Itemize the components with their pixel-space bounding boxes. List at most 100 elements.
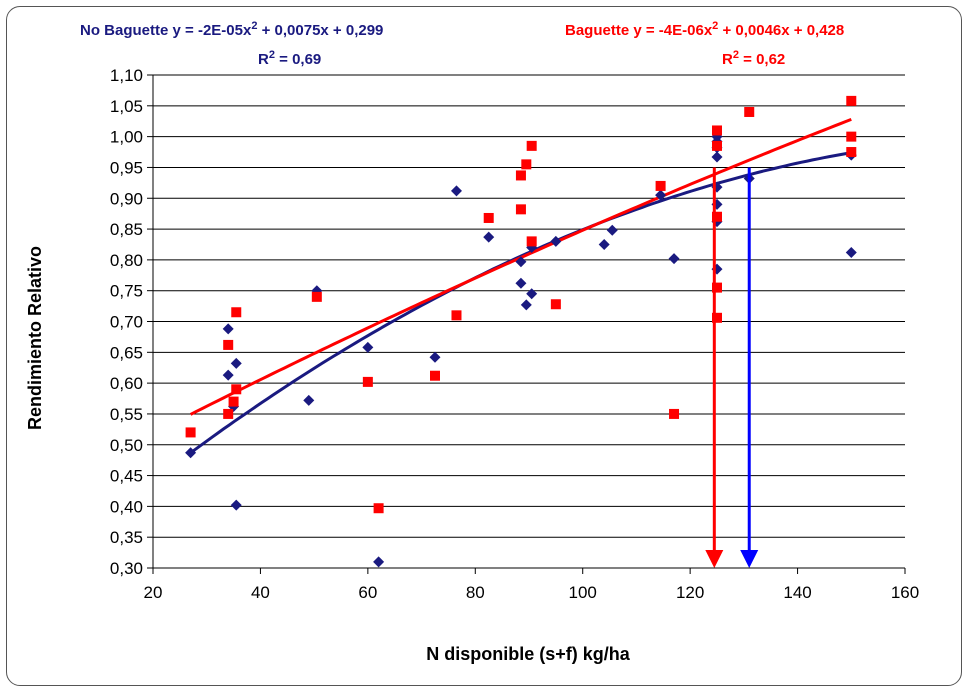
point-baguette [223,408,234,419]
point-baguette [373,503,384,514]
point-no-baguette [230,499,242,511]
equation-no-baguette: No Baguette y = -2E-05x2 + 0,0075x + 0,2… [80,20,383,39]
x-tick-label: 20 [144,583,163,602]
point-no-baguette [230,357,242,369]
y-tick-label: 0,60 [110,374,143,393]
y-axis-title: Rendimiento Relativo [25,246,45,430]
equation-sup: 2 [712,20,718,32]
y-tick-label: 0,55 [110,405,143,424]
point-baguette [550,299,561,310]
point-baguette [185,427,196,438]
point-no-baguette [483,231,495,243]
x-tick-label: 140 [783,583,811,602]
point-baguette [362,376,373,387]
point-no-baguette [515,277,527,289]
equation-no-baguette-rest: + 0,0075x + 0,299 [257,22,383,39]
point-baguette [231,307,242,318]
point-baguette [526,236,537,247]
x-axis-title: N disponible (s+f) kg/ha [426,644,631,664]
point-baguette [846,131,857,142]
y-tick-label: 0,40 [110,497,143,516]
point-no-baguette [222,369,234,381]
equation-baguette: Baguette y = -4E-06x2 + 0,0046x + 0,428 [565,20,844,39]
axes [147,74,906,574]
y-tick-label: 0,90 [110,189,143,208]
point-no-baguette [185,447,197,459]
y-tick-label: 0,65 [110,343,143,362]
y-tick-label: 0,35 [110,528,143,547]
point-baguette [451,310,462,321]
point-no-baguette [222,323,234,335]
point-baguette [744,106,755,117]
r2-sup: 2 [269,49,275,61]
y-tick-label: 0,70 [110,313,143,332]
point-baguette [669,408,680,419]
point-no-baguette [515,256,527,268]
point-no-baguette [450,185,462,197]
point-baguette [712,211,722,222]
point-no-baguette [429,351,441,363]
point-no-baguette [520,299,532,311]
equation-sup: 2 [251,20,257,32]
point-no-baguette [655,189,667,201]
x-tick-labels: 20 40 60 80 100 120 140 160 [144,583,920,602]
trend-line-no-baguette [189,151,852,455]
y-tick-label: 0,85 [110,220,143,239]
point-no-baguette [373,556,385,568]
point-no-baguette [550,235,562,247]
y-tick-label: 0,45 [110,467,143,486]
series-name-no-baguette: No Baguette [80,22,168,39]
point-baguette [483,212,494,223]
x-tick-label: 100 [569,583,597,602]
point-baguette [655,180,666,191]
equation-baguette-main: y = -4E-06x [633,22,712,39]
point-baguette [712,140,722,151]
equation-no-baguette-main: y = -2E-05x [173,22,252,39]
annotation-arrows [705,167,759,568]
point-no-baguette [668,253,680,265]
y-tick-label: 0,80 [110,251,143,270]
point-no-baguette [526,288,538,300]
y-tick-label: 0,30 [110,559,143,578]
x-tick-label: 160 [891,583,919,602]
arrow-head [705,550,724,568]
point-baguette [515,170,526,181]
point-no-baguette [303,394,315,406]
data-points [185,95,857,568]
x-tick-label: 80 [466,583,485,602]
point-baguette [231,384,242,395]
point-baguette [712,125,722,136]
point-baguette [228,396,239,407]
x-tick-label: 120 [676,583,704,602]
point-baguette [712,282,722,293]
x-tick-label: 40 [251,583,270,602]
r2-baguette-value: = 0,62 [739,51,785,68]
point-baguette [521,159,532,170]
y-tick-labels: 0,30 0,35 0,40 0,45 0,50 0,55 0,60 0,65 0,70 0,75… [110,66,143,578]
point-no-baguette [606,224,618,236]
y-tick-label: 1,10 [110,66,143,85]
point-baguette [846,95,857,106]
r2-label: R [722,51,733,68]
chart-frame [6,6,962,686]
point-baguette [430,370,440,381]
y-tick-label: 1,00 [110,128,143,147]
arrow-head [740,550,759,568]
equation-baguette-rest: + 0,0046x + 0,428 [718,22,844,39]
r2-label: R [258,51,269,68]
point-baguette [311,291,322,302]
point-baguette [223,339,234,350]
y-tick-label: 0,75 [110,282,143,301]
r2-baguette: R2 = 0,62 [722,49,785,68]
y-tick-label: 0,95 [110,158,143,177]
x-tick-label: 60 [358,583,377,602]
point-no-baguette [711,151,723,163]
r2-sup: 2 [733,49,739,61]
point-no-baguette [362,341,374,353]
point-baguette [515,204,526,215]
r2-no-baguette: R2 = 0,69 [258,49,321,68]
point-baguette [846,147,857,158]
y-tick-label: 1,05 [110,97,143,116]
point-no-baguette [845,246,857,258]
